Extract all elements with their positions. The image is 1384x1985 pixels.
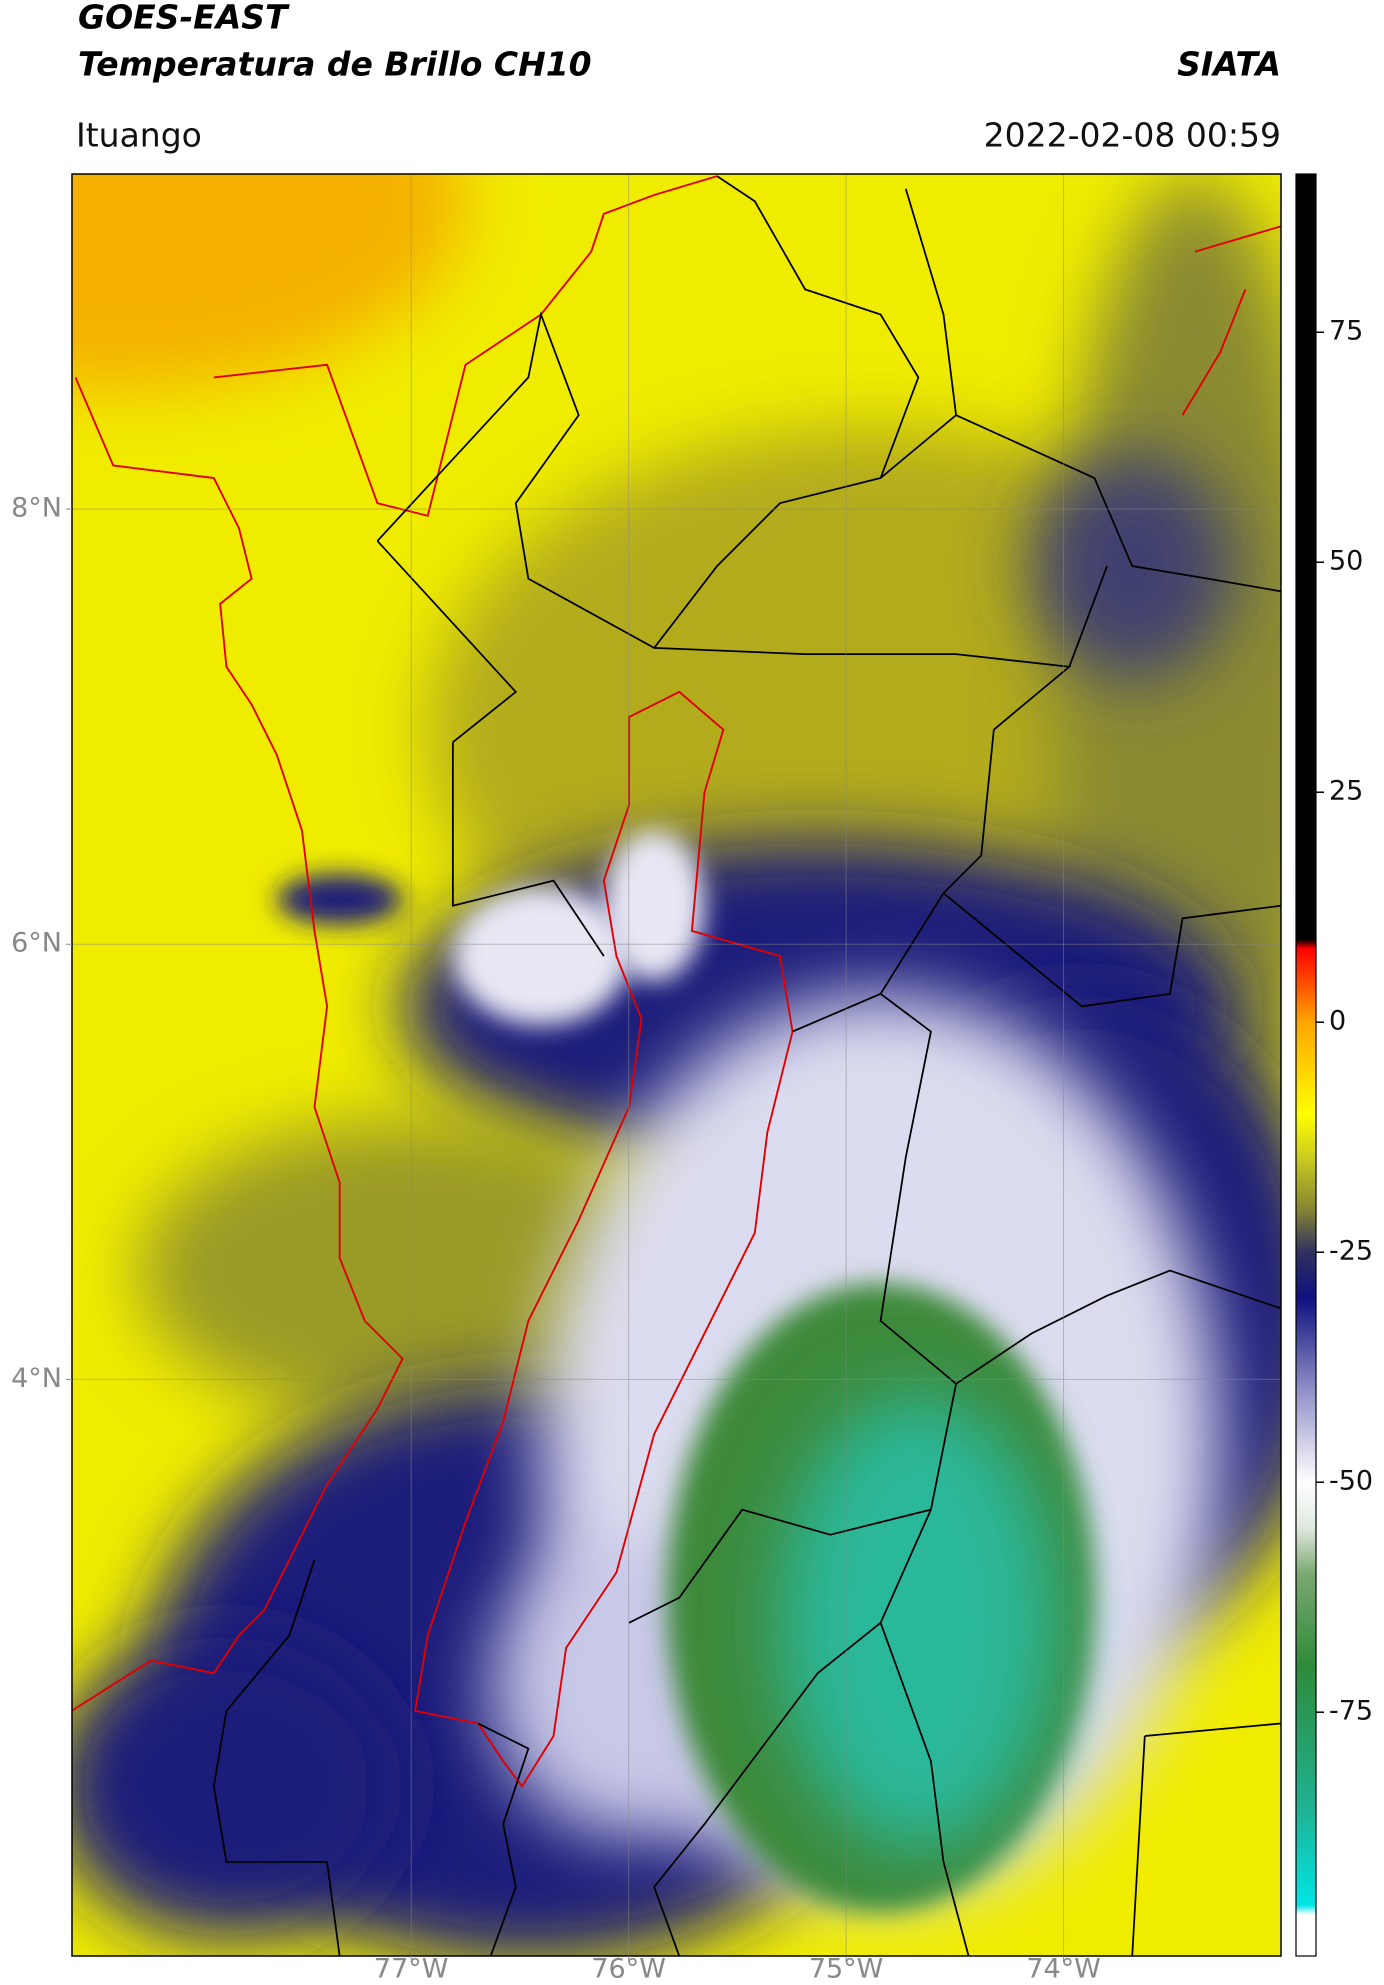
x-tick-label: 77°W <box>374 1954 449 1982</box>
x-tick-label: 74°W <box>1026 1954 1101 1982</box>
title: GOES-EAST <box>78 0 290 37</box>
location: Ituango <box>76 116 202 155</box>
colorbar <box>1295 173 1317 1957</box>
source: SIATA <box>1177 45 1281 84</box>
y-tick-label: 8°N <box>11 493 62 524</box>
map-image <box>72 174 1281 1956</box>
y-tick-label: 6°N <box>11 928 62 959</box>
colorbar-tick-label: -75 <box>1329 1696 1373 1727</box>
colorbar-tick-label: 75 <box>1329 316 1363 347</box>
x-tick-label: 76°W <box>591 1954 666 1982</box>
colorbar-tick-label: 50 <box>1329 546 1363 577</box>
subtitle: Temperatura de Brillo CH10 <box>78 45 592 84</box>
x-tick-label: 75°W <box>809 1954 884 1982</box>
colorbar-tick-label: 0 <box>1329 1006 1346 1037</box>
map-frame <box>71 173 1282 1957</box>
colorbar-tick-label: -25 <box>1329 1236 1373 1267</box>
grid <box>72 174 1281 1956</box>
timestamp: 2022-02-08 00:59 <box>984 116 1281 155</box>
colorbar-tick-label: -50 <box>1329 1466 1373 1497</box>
y-tick-label: 4°N <box>11 1363 62 1394</box>
colorbar-tick-label: 25 <box>1329 776 1363 807</box>
